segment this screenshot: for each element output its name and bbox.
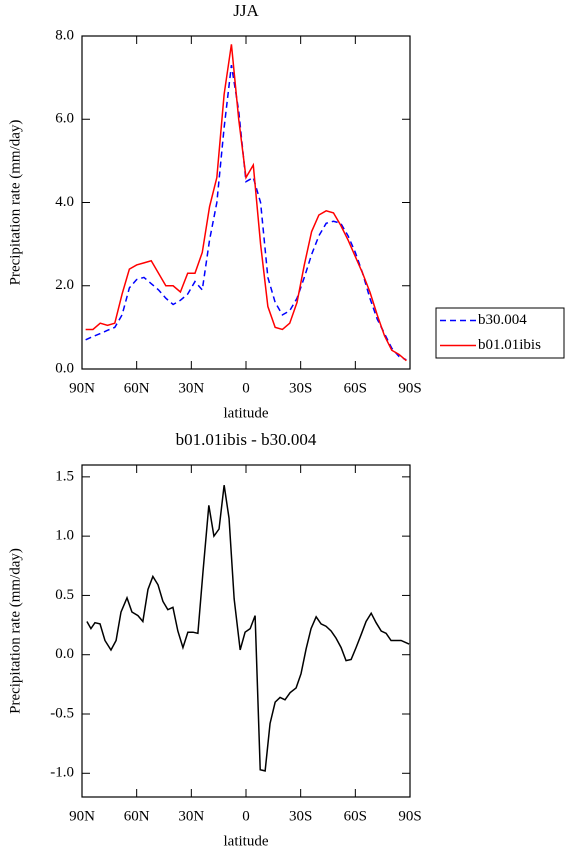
x-tick-label: 60N — [124, 380, 150, 396]
x-axis-label: latitude — [224, 833, 269, 849]
x-tick-label: 90S — [398, 380, 421, 396]
x-tick-label: 30N — [178, 380, 204, 396]
data-line — [85, 65, 407, 361]
x-tick-label: 30S — [289, 808, 312, 824]
y-tick-label: 6.0 — [55, 111, 74, 127]
y-axis-label: Precipitation rate (mm/day) — [7, 120, 23, 286]
y-tick-label: 4.0 — [55, 194, 74, 210]
plot-frame — [81, 35, 411, 370]
x-tick-label: 60S — [344, 380, 367, 396]
y-axis-label: Precipitation rate (mm/day) — [7, 548, 23, 714]
y-tick-label: 1.0 — [55, 528, 74, 544]
y-tick-label: 0.5 — [55, 587, 74, 603]
x-tick-label: 60N — [124, 808, 150, 824]
y-tick-label: -0.5 — [50, 705, 74, 721]
y-tick-label: 8.0 — [55, 27, 74, 43]
y-tick-label: 1.5 — [55, 468, 74, 484]
x-tick-label: 30N — [178, 808, 204, 824]
legend-label: b01.01ibis — [478, 337, 541, 353]
y-tick-label: 0.0 — [55, 360, 74, 376]
x-tick-label: 90S — [398, 808, 421, 824]
x-tick-label: 30S — [289, 380, 312, 396]
x-tick-label: 60S — [344, 808, 367, 824]
y-tick-label: 0.0 — [55, 646, 74, 662]
x-tick-label: 0 — [242, 808, 250, 824]
data-line — [86, 485, 410, 772]
legend-label: b30.004 — [478, 312, 527, 328]
x-axis-label: latitude — [224, 405, 269, 421]
legend-box — [435, 307, 565, 359]
chart-title: b01.01ibis - b30.004 — [176, 430, 317, 449]
y-tick-label: 2.0 — [55, 277, 74, 293]
x-tick-label: 90N — [69, 380, 95, 396]
x-tick-label: 0 — [242, 380, 250, 396]
data-line — [85, 44, 407, 362]
chart-title: JJA — [233, 1, 259, 20]
y-tick-label: -1.0 — [50, 765, 74, 781]
x-tick-label: 90N — [69, 808, 95, 824]
